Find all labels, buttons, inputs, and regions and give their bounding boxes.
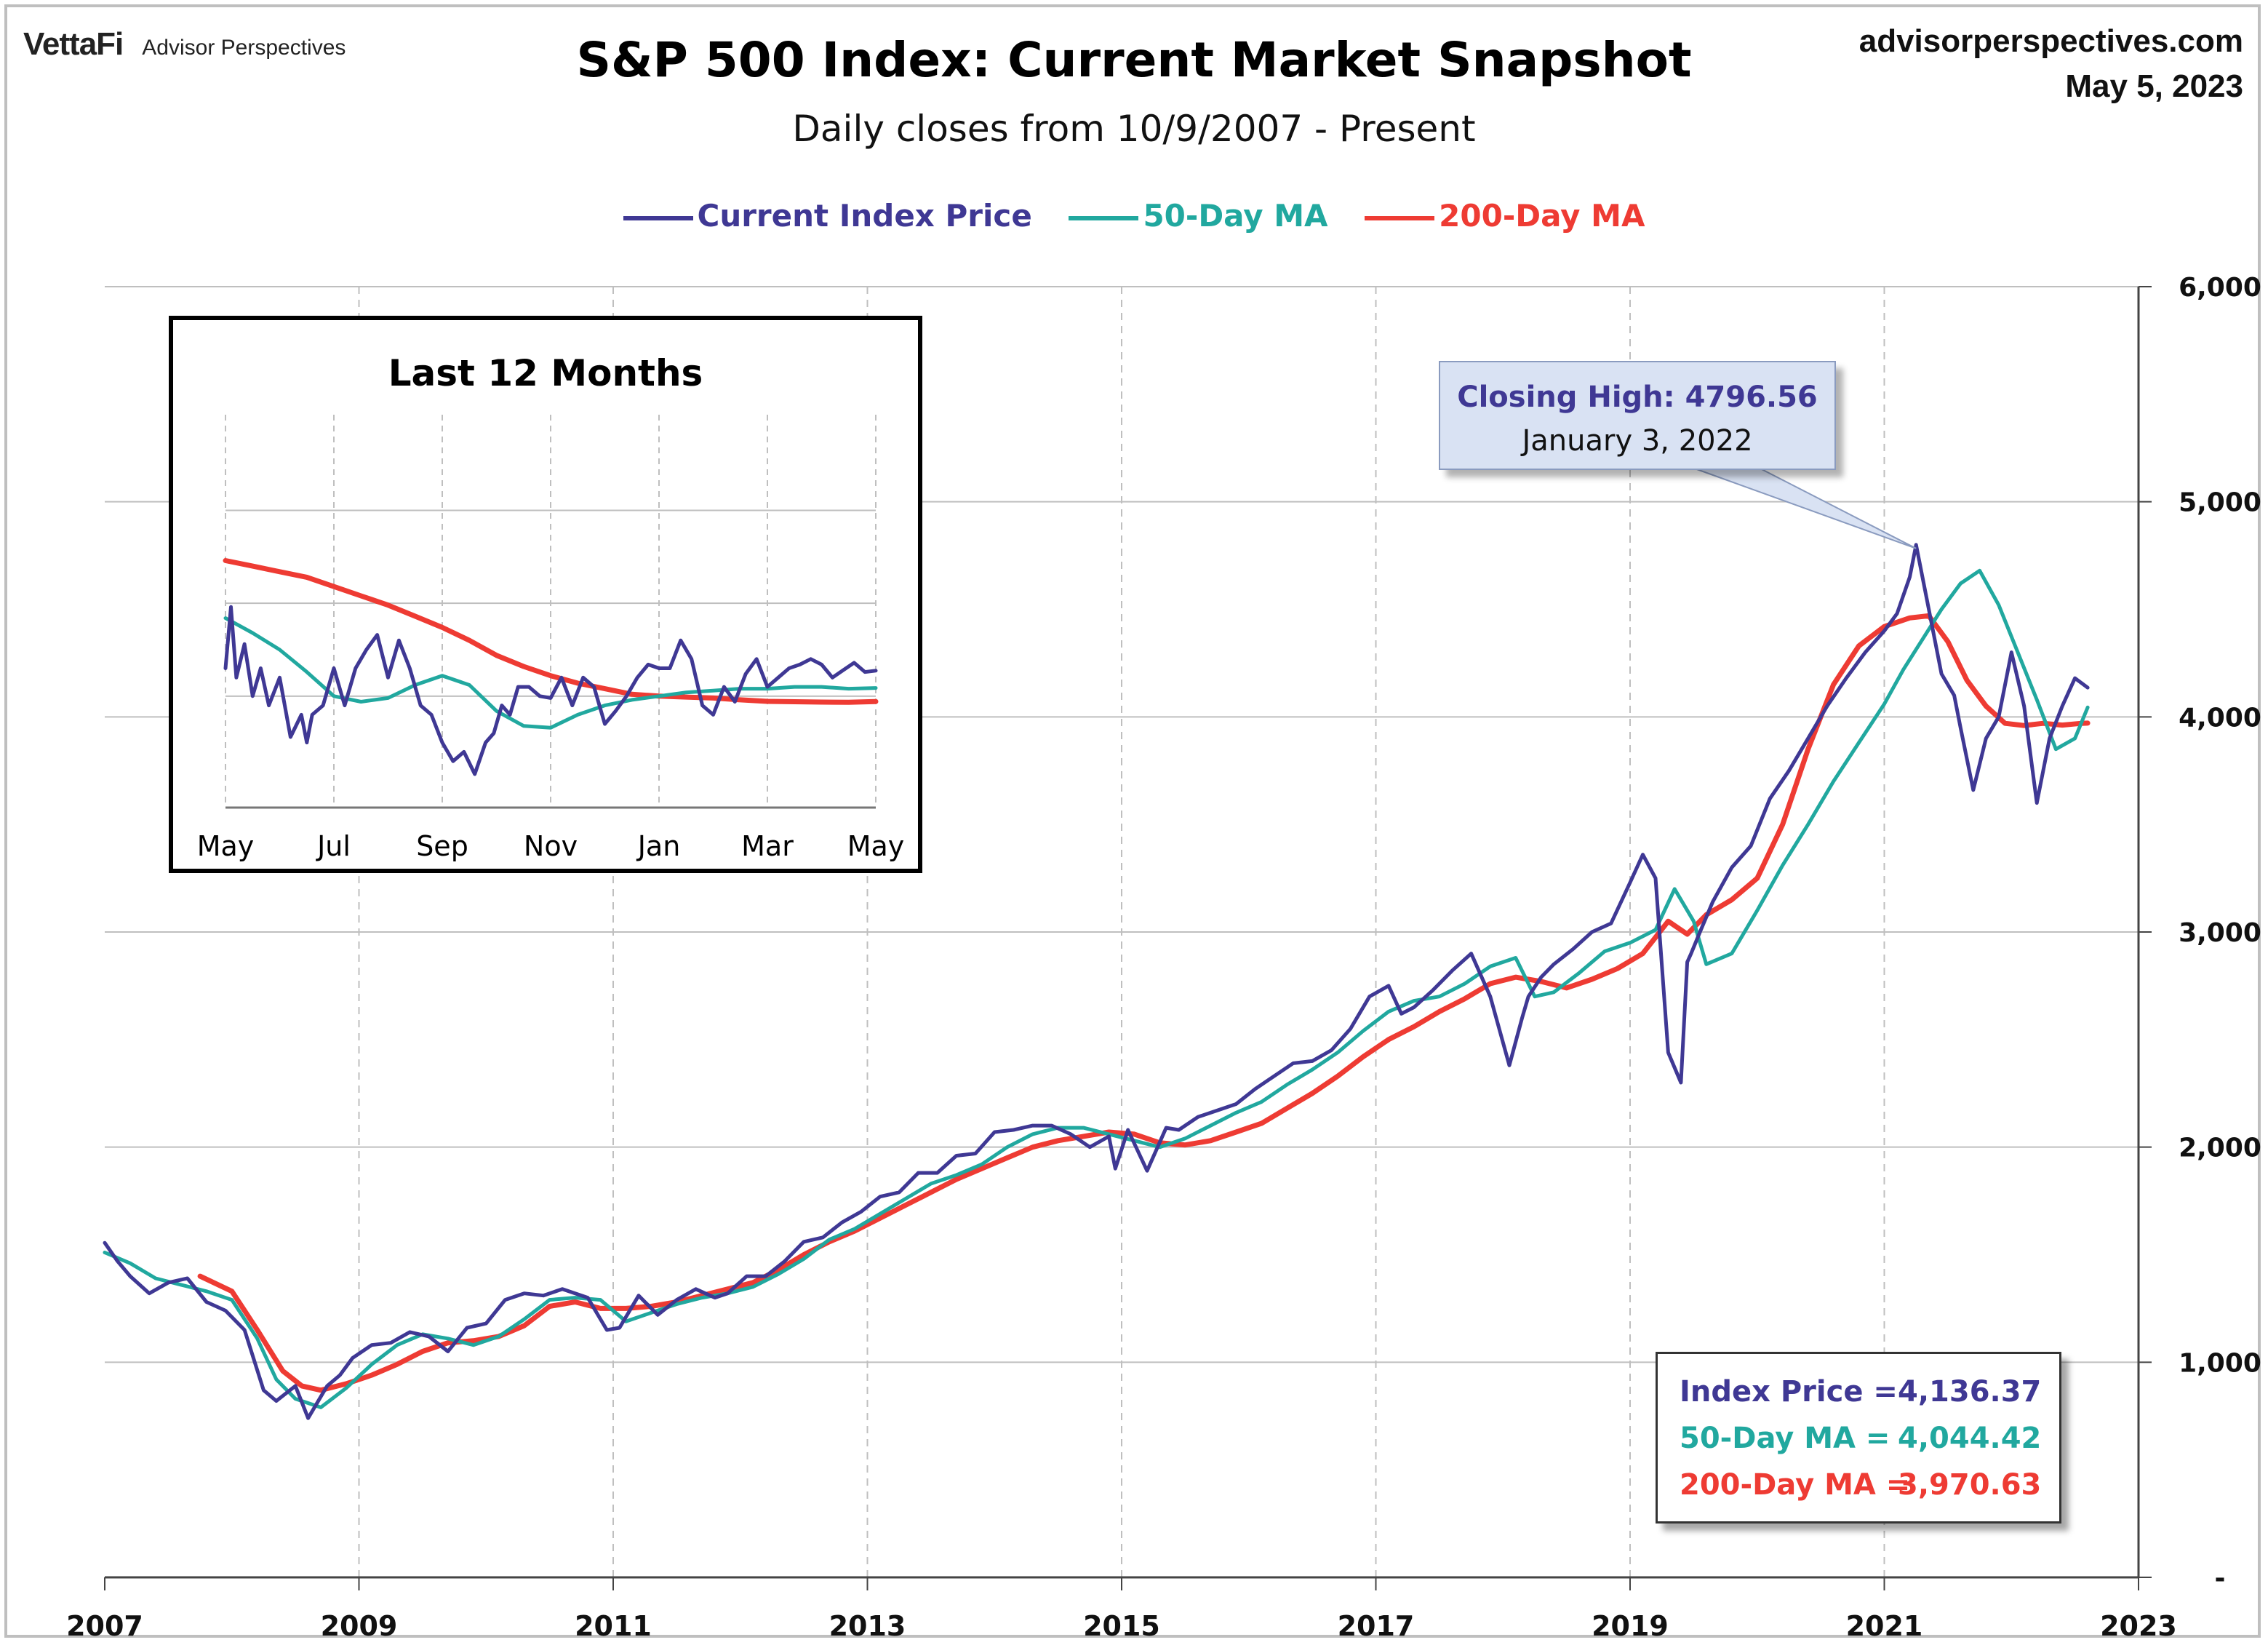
chart-subtitle: Daily closes from 10/9/2007 - Present xyxy=(792,108,1476,150)
x-tick-label: 2013 xyxy=(829,1610,906,1642)
closing-high-line: Closing High: 4796.56 xyxy=(1440,375,1834,419)
y-tick-label: - xyxy=(2215,1564,2226,1593)
inset-line-ma200 xyxy=(223,558,879,705)
y-tick-label: 5,000 xyxy=(2179,488,2261,518)
legend-item-ma50: 50-Day MA xyxy=(1069,198,1328,234)
y-tick-label: 6,000 xyxy=(2179,273,2261,303)
vettafi-logo: VettaFi xyxy=(23,26,124,62)
series-line-ma50 xyxy=(103,568,2090,1409)
series-line-ma200 xyxy=(197,613,2091,1393)
x-tick-label: 2015 xyxy=(1083,1610,1160,1642)
closing-high-value: 4796.56 xyxy=(1685,381,1818,414)
brand-name: Advisor Perspectives xyxy=(142,36,346,60)
inset-line-price xyxy=(223,605,878,776)
site-info: advisorperspectives.com May 5, 2023 xyxy=(1859,19,2243,109)
y-tick-label: 1,000 xyxy=(2179,1348,2261,1378)
legend-label-ma50: 50-Day MA xyxy=(1143,198,1328,234)
summary-box: Index Price =4,136.37 50-Day MA = 4,044.4… xyxy=(1656,1352,2061,1523)
inset-chart: Last 12 Months May Jul Sep Nov Jan Mar May xyxy=(169,316,922,873)
legend-swatch-price xyxy=(623,215,693,220)
closing-high-callout: Closing High: 4796.56 January 3, 2022 xyxy=(1439,361,1836,470)
inset-line-ma50 xyxy=(223,616,878,730)
legend-item-ma200: 200-Day MA xyxy=(1365,198,1645,234)
x-tick-label: 2007 xyxy=(66,1610,143,1642)
x-tick-label: 2019 xyxy=(1592,1610,1669,1642)
y-tick-label: 3,000 xyxy=(2179,918,2261,948)
report-date: May 5, 2023 xyxy=(2065,68,2243,104)
summary-value: 4,136.37 xyxy=(1898,1375,2042,1409)
inset-x-tick-label: Nov xyxy=(524,830,578,862)
summary-row-ma50: 50-Day MA = 4,044.42 xyxy=(1680,1415,2059,1462)
inset-x-tick-label: May xyxy=(847,830,905,862)
summary-row-ma200: 200-Day MA =3,970.63 xyxy=(1680,1462,2059,1508)
chart-title: S&P 500 Index: Current Market Snapshot xyxy=(576,32,1692,88)
summary-value: 4,044.42 xyxy=(1898,1422,2042,1455)
x-tick-label: 2021 xyxy=(1846,1610,1923,1642)
y-tick-label: 4,000 xyxy=(2179,703,2261,733)
inset-x-tick-label: Jan xyxy=(636,830,681,862)
summary-value: 3,970.63 xyxy=(1898,1468,2042,1502)
summary-label: Index Price = xyxy=(1680,1375,1898,1409)
inset-x-tick-label: May xyxy=(197,830,255,862)
legend-item-price: Current Index Price xyxy=(623,198,1032,234)
inset-title: Last 12 Months xyxy=(388,352,703,394)
brand: VettaFi Advisor Perspectives xyxy=(23,26,346,63)
closing-high-date: January 3, 2022 xyxy=(1522,424,1753,458)
closing-high-label: Closing High: xyxy=(1457,381,1675,414)
x-tick-label: 2017 xyxy=(1338,1610,1415,1642)
legend-label-price: Current Index Price xyxy=(697,198,1032,234)
summary-label: 200-Day MA = xyxy=(1680,1468,1911,1502)
callout-pointer xyxy=(1694,468,1917,549)
legend: Current Index Price 50-Day MA 200-Day MA xyxy=(0,198,2268,234)
legend-swatch-ma50 xyxy=(1069,215,1139,220)
legend-label-ma200: 200-Day MA xyxy=(1439,198,1645,234)
inset-x-tick-label: Sep xyxy=(416,830,468,862)
inset-x-tick-label: Jul xyxy=(316,830,351,862)
x-tick-label: 2011 xyxy=(575,1610,652,1642)
y-tick-label: 2,000 xyxy=(2179,1134,2261,1163)
legend-swatch-ma200 xyxy=(1365,215,1435,220)
x-tick-label: 2009 xyxy=(321,1610,398,1642)
series-line-price xyxy=(103,543,2090,1420)
site-url: advisorperspectives.com xyxy=(1858,23,2243,59)
inset-x-tick-label: Mar xyxy=(741,830,794,862)
x-tick-label: 2023 xyxy=(2100,1610,2177,1642)
summary-row-price: Index Price =4,136.37 xyxy=(1680,1369,2059,1415)
summary-label: 50-Day MA = xyxy=(1680,1422,1890,1455)
inset-plot: May Jul Sep Nov Jan Mar May xyxy=(197,415,905,862)
